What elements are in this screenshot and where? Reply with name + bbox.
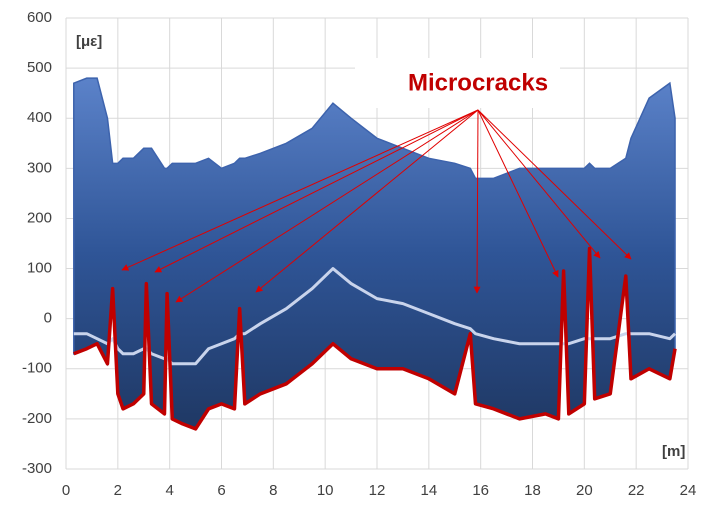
y-tick-label: 600 [27, 9, 52, 26]
x-tick-label: 22 [628, 482, 645, 499]
y-tick-label: 400 [27, 109, 52, 126]
y-tick-label: 200 [27, 209, 52, 226]
plot [73, 77, 677, 431]
x-tick-label: 20 [576, 482, 593, 499]
x-axis-label: [m] [662, 443, 685, 460]
y-axis-label: [με] [76, 33, 102, 50]
annotation-box [355, 58, 560, 108]
x-tick-label: 0 [62, 482, 70, 499]
x-tick-label: 2 [114, 482, 122, 499]
y-tick-label: -300 [22, 460, 52, 477]
arrows [121, 109, 632, 303]
x-tick-label: 24 [680, 482, 697, 499]
y-tick-label: 0 [44, 310, 52, 327]
y-tick-label: -200 [22, 410, 52, 427]
annotation-text: Microcracks [408, 69, 548, 96]
x-tick-label: 4 [165, 482, 173, 499]
x-tick-label: 12 [369, 482, 386, 499]
x-tick-label: 16 [472, 482, 489, 499]
x-tick-label: 8 [269, 482, 277, 499]
y-tick-label: 300 [27, 159, 52, 176]
x-tick-label: 6 [217, 482, 225, 499]
y-tick-label: -100 [22, 360, 52, 377]
y-tick-label: 100 [27, 260, 52, 277]
y-tick-label: 500 [27, 59, 52, 76]
x-tick-label: 18 [524, 482, 541, 499]
x-tick-label: 14 [420, 482, 437, 499]
series-line [73, 246, 677, 431]
x-tick-label: 10 [317, 482, 334, 499]
annotation: Microcracks [121, 58, 632, 303]
